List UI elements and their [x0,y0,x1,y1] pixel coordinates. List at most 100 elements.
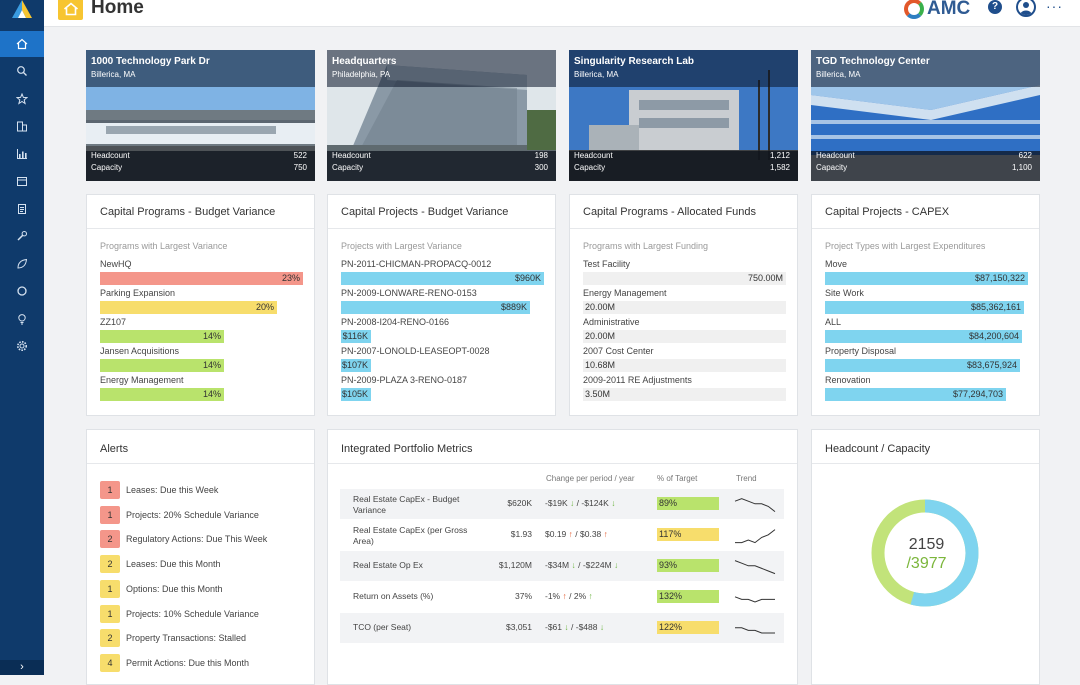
calendar-icon[interactable] [0,168,44,194]
alert-label[interactable]: Property Transactions: Stalled [126,633,247,644]
change-separator: / [578,560,581,570]
metric-name: Real Estate CapEx - Budget Variance [353,494,460,515]
panel-title: Integrated Portfolio Metrics [341,443,473,455]
alert-count-badge[interactable]: 2 [100,555,120,574]
star-icon[interactable] [0,86,44,112]
expand-sidebar-button[interactable]: › [0,660,44,675]
user-avatar-icon[interactable] [1016,0,1036,17]
building-card[interactable]: Singularity Research Lab Billerica, MA H… [569,50,798,181]
percent-of-target: 93% [657,559,719,572]
capacity-value: 1,582 [769,163,790,172]
list-item-label: 2007 Cost Center [583,346,654,356]
metric-row[interactable]: Real Estate CapEx - Budget Variance $620K… [340,489,784,519]
help-icon[interactable]: ? [988,0,1002,14]
trend-line [734,596,775,603]
buildings-icon[interactable] [0,113,44,139]
brand-name: AMC [927,0,971,19]
capital-projects-capex-panel: Capital Projects - CAPEX Project Types w… [811,194,1040,416]
alert-label[interactable]: Projects: 10% Schedule Variance [126,608,259,619]
alert-count-badge[interactable]: 2 [100,629,120,648]
bar-fill[interactable]: 3.50M [585,389,611,399]
more-options-icon[interactable]: ··· [1046,0,1063,14]
alert-count-badge[interactable]: 1 [100,505,120,524]
list-item-label: Move [825,259,848,269]
bar-fill[interactable]: $107K [341,359,371,372]
building-card[interactable]: 1000 Technology Park Dr Billerica, MA He… [86,50,315,181]
bar-fill[interactable]: 14% [100,359,224,372]
bar-fill[interactable]: 14% [100,330,224,343]
building-card[interactable]: TGD Technology Center Billerica, MA Head… [811,50,1040,181]
trend-line [734,498,776,512]
bar-fill[interactable]: $889K [341,301,530,314]
capacity-label: Capacity [332,163,364,172]
trend-line [735,529,776,544]
alert-count-badge[interactable]: 1 [100,579,120,598]
lightbulb-icon[interactable] [0,306,44,332]
change-year: -$124K [581,498,609,508]
metric-value: $3,051 [506,622,532,632]
bar-fill[interactable]: $77,294,703 [825,388,1006,401]
capacity-label: Capacity [574,163,606,172]
alerts-panel: Alerts 1 Leases: Due this Week 1 Projects: … [86,429,315,685]
alert-count-badge[interactable]: 2 [100,530,120,549]
capacity-total: /3977 [906,555,947,572]
document-icon[interactable] [0,196,44,222]
metric-name: Real Estate Op Ex [353,560,423,570]
bar-fill[interactable]: $960K [341,272,544,285]
arrow-down-icon: ↓ [562,622,571,632]
metric-row[interactable]: TCO (per Seat) $3,051 -$61 ↓ / -$488 ↓ 122% [340,613,784,643]
search-icon[interactable] [0,58,44,84]
metric-row[interactable]: Real Estate Op Ex $1,120M -$34M ↓ / -$224M… [340,551,784,581]
bar-fill[interactable]: 10.68M [585,360,616,370]
arrow-down-icon: ↓ [567,498,577,508]
bar-fill[interactable]: $83,675,924 [825,359,1020,372]
bar-fill[interactable]: $116K [341,330,371,343]
alert-count-badge[interactable]: 1 [100,604,120,623]
bar-fill[interactable]: 14% [100,388,224,401]
panel-title: Alerts [100,443,129,455]
alert-count-badge[interactable]: 1 [100,481,120,499]
bar-fill[interactable]: 23% [100,272,303,285]
headcount-total: 2159 [908,536,945,553]
metric-name: Return on Assets (%) [353,591,434,601]
percent-of-target: 117% [657,528,719,541]
alert-label[interactable]: Regulatory Actions: Due This Week [126,534,268,545]
app-logo[interactable] [10,0,34,18]
sync-icon[interactable] [0,278,44,304]
integrated-portfolio-metrics-panel: Integrated Portfolio Metrics Change per … [327,429,798,685]
gear-icon[interactable] [0,333,44,359]
leaf-icon[interactable] [0,251,44,277]
change-separator: / [571,622,574,632]
bar-fill[interactable]: 20% [100,301,277,314]
bar-fill[interactable]: $87,150,322 [825,272,1028,285]
home-icon[interactable] [0,31,44,57]
list-item-label: Test Facility [583,259,631,269]
alert-count-badge[interactable]: 4 [100,653,120,672]
metric-row[interactable]: Real Estate CapEx (per Gross Area) $1.93 $… [340,520,784,550]
list-item-label: PN-2007-LONOLD-LEASEOPT-0028 [341,346,490,356]
tool-icon[interactable] [0,223,44,249]
building-card[interactable]: Headquarters Philadelphia, PA Headcount 1… [327,50,556,181]
alert-label[interactable]: Permit Actions: Due this Month [126,657,250,668]
bar-fill[interactable]: 750.00M [747,273,783,283]
bar-fill[interactable]: $85,362,161 [825,301,1024,314]
list-item-label: PN-2009-PLAZA 3-RENO-0187 [341,375,468,385]
metric-row[interactable]: Return on Assets (%) 37% -1% ↑ / 2% ↑ 132% [340,582,784,612]
alert-label[interactable]: Leases: Due this Month [126,559,221,570]
alert-label[interactable]: Leases: Due this Week [126,485,219,495]
alert-label[interactable]: Options: Due this Month [126,583,223,594]
bar-fill[interactable]: $105K [341,388,371,401]
list-item-label: NewHQ [100,259,132,269]
bar-fill[interactable]: 20.00M [585,331,616,341]
chart-icon[interactable] [0,141,44,167]
bar-fill[interactable]: $84,200,604 [825,330,1022,343]
capacity-value: 300 [534,163,548,172]
list-item-label: Energy Management [583,288,667,298]
bar-fill[interactable]: 20.00M [585,302,616,312]
headcount-donut-chart [871,499,979,607]
headcount-value: 198 [534,151,548,160]
arrow-up-icon: ↑ [601,529,608,539]
metric-name: TCO (per Seat) [353,622,412,632]
alert-label[interactable]: Projects: 20% Schedule Variance [126,509,259,520]
trend-sparkline [735,529,776,544]
